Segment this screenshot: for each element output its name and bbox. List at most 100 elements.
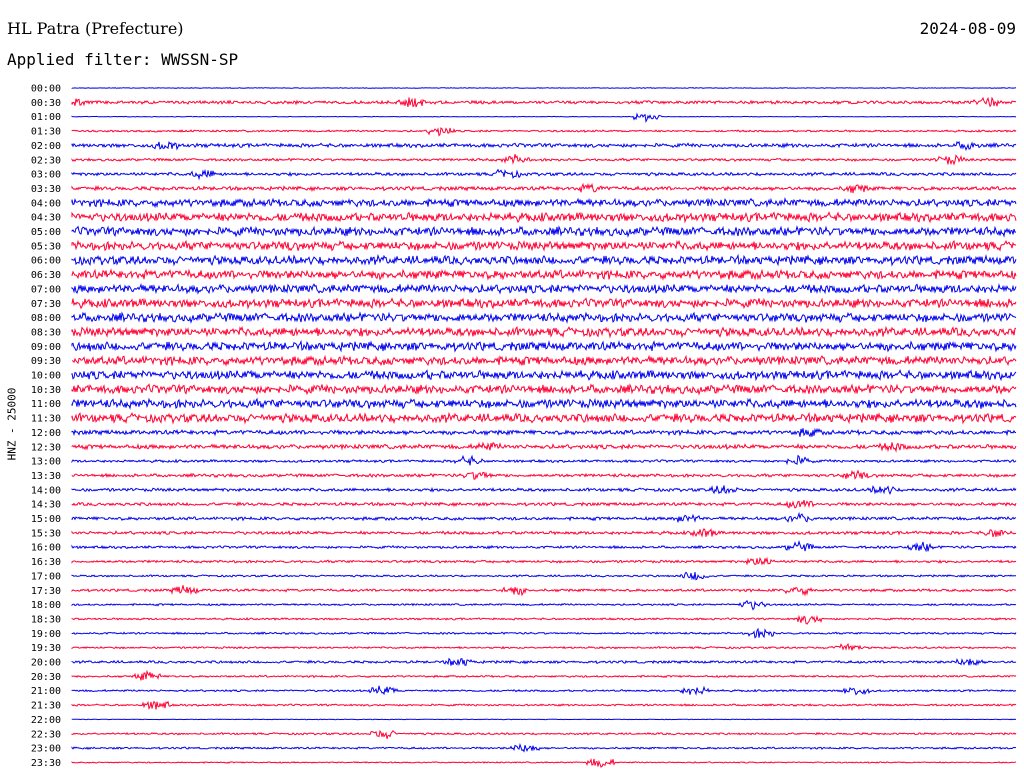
trace-line bbox=[71, 325, 1017, 339]
trace-time-label: 22:00 bbox=[31, 715, 61, 726]
trace-line bbox=[71, 718, 1017, 721]
trace-line bbox=[71, 642, 1017, 651]
trace-time-label: 07:30 bbox=[31, 299, 61, 310]
trace-time-label: 00:30 bbox=[31, 98, 61, 109]
trace-time-label: 22:30 bbox=[31, 729, 61, 740]
trace-time-label: 14:00 bbox=[31, 485, 61, 496]
trace-time-label: 04:30 bbox=[31, 213, 61, 224]
trace-time-label: 07:00 bbox=[31, 284, 61, 295]
trace-time-label: 17:00 bbox=[31, 571, 61, 582]
trace-line bbox=[71, 211, 1017, 224]
trace-time-label: 08:00 bbox=[31, 313, 61, 324]
trace-line bbox=[71, 369, 1017, 382]
trace-time-label: 15:30 bbox=[31, 528, 61, 539]
trace-line bbox=[71, 311, 1017, 324]
trace-time-label: 09:00 bbox=[31, 342, 61, 353]
trace-time-label: 15:00 bbox=[31, 514, 61, 525]
trace-line bbox=[71, 585, 1017, 597]
trace-time-label: 21:00 bbox=[31, 686, 61, 697]
trace-line bbox=[71, 239, 1017, 252]
trace-time-label: 02:00 bbox=[31, 141, 61, 152]
trace-time-label: 10:00 bbox=[31, 371, 61, 382]
trace-line bbox=[71, 354, 1017, 367]
trace-line bbox=[71, 268, 1017, 281]
trace-line bbox=[71, 599, 1016, 611]
trace-line bbox=[71, 758, 1017, 768]
trace-time-label: 20:00 bbox=[31, 658, 61, 669]
trace-time-label: 05:30 bbox=[31, 241, 61, 252]
trace-line bbox=[71, 140, 1017, 152]
trace-time-label: 21:30 bbox=[31, 701, 61, 712]
trace-time-label: 17:30 bbox=[31, 586, 61, 597]
trace-line bbox=[71, 112, 1017, 123]
trace-line bbox=[71, 127, 1017, 137]
trace-line bbox=[71, 225, 1017, 238]
date-label: 2024-08-09 bbox=[919, 19, 1016, 38]
trace-line bbox=[71, 499, 1017, 509]
trace-time-label: 12:00 bbox=[31, 428, 61, 439]
trace-line bbox=[71, 485, 1017, 496]
trace-time-label: 06:00 bbox=[31, 256, 61, 267]
trace-line bbox=[71, 339, 1017, 353]
trace-line bbox=[71, 411, 1017, 425]
trace-time-label: 01:30 bbox=[31, 127, 61, 138]
trace-line bbox=[71, 556, 1017, 566]
trace-time-label: 19:00 bbox=[31, 629, 61, 640]
trace-line bbox=[71, 571, 1016, 581]
trace-line bbox=[71, 87, 1017, 89]
station-title: HL Patra (Prefecture) bbox=[7, 19, 184, 38]
trace-time-label: 20:30 bbox=[31, 672, 61, 683]
trace-line bbox=[71, 96, 1017, 108]
trace-line bbox=[71, 253, 1017, 267]
trace-time-label: 18:00 bbox=[31, 600, 61, 611]
trace-line bbox=[71, 700, 1017, 711]
trace-line bbox=[71, 669, 1017, 681]
trace-line bbox=[71, 528, 1017, 538]
trace-time-label: 12:30 bbox=[31, 442, 61, 453]
trace-line bbox=[71, 454, 1017, 466]
trace-time-label: 02:30 bbox=[31, 155, 61, 166]
trace-line bbox=[71, 197, 1017, 209]
trace-line bbox=[71, 742, 1016, 753]
trace-line bbox=[71, 154, 1017, 166]
trace-line bbox=[71, 297, 1017, 310]
trace-line bbox=[71, 729, 1017, 739]
trace-line bbox=[71, 657, 1017, 667]
trace-line bbox=[71, 469, 1017, 480]
trace-time-label: 19:30 bbox=[31, 643, 61, 654]
trace-time-label: 13:30 bbox=[31, 471, 61, 482]
trace-line bbox=[71, 383, 1017, 396]
trace-line bbox=[71, 614, 1017, 625]
trace-line bbox=[71, 627, 1017, 639]
trace-time-label: 16:00 bbox=[31, 543, 61, 554]
trace-time-label: 01:00 bbox=[31, 112, 61, 123]
trace-time-label: 10:30 bbox=[31, 385, 61, 396]
trace-time-label: 16:30 bbox=[31, 557, 61, 568]
filter-label: Applied filter: WWSSN-SP bbox=[7, 50, 239, 69]
trace-line bbox=[71, 511, 1017, 523]
trace-line bbox=[71, 182, 1017, 194]
trace-line bbox=[71, 539, 1017, 553]
trace-line bbox=[71, 427, 1017, 438]
trace-time-label: 11:30 bbox=[31, 414, 61, 425]
trace-time-label: 08:30 bbox=[31, 327, 61, 338]
trace-time-label: 00:00 bbox=[31, 84, 61, 95]
trace-time-label: 13:00 bbox=[31, 457, 61, 468]
trace-line bbox=[71, 282, 1017, 295]
trace-time-label: 23:00 bbox=[31, 744, 61, 755]
trace-time-label: 18:30 bbox=[31, 614, 61, 625]
trace-line bbox=[71, 168, 1017, 181]
trace-time-label: 03:00 bbox=[31, 170, 61, 181]
trace-time-label: 06:30 bbox=[31, 270, 61, 281]
trace-time-label: 11:00 bbox=[31, 399, 61, 410]
trace-time-label: 04:00 bbox=[31, 198, 61, 209]
trace-time-label: 14:30 bbox=[31, 500, 61, 511]
trace-time-label: 05:00 bbox=[31, 227, 61, 238]
trace-time-label: 23:30 bbox=[31, 758, 61, 769]
trace-line bbox=[71, 441, 1017, 453]
trace-line bbox=[71, 685, 1017, 696]
trace-time-label: 03:30 bbox=[31, 184, 61, 195]
trace-line bbox=[71, 397, 1017, 410]
trace-time-label: 09:30 bbox=[31, 356, 61, 367]
